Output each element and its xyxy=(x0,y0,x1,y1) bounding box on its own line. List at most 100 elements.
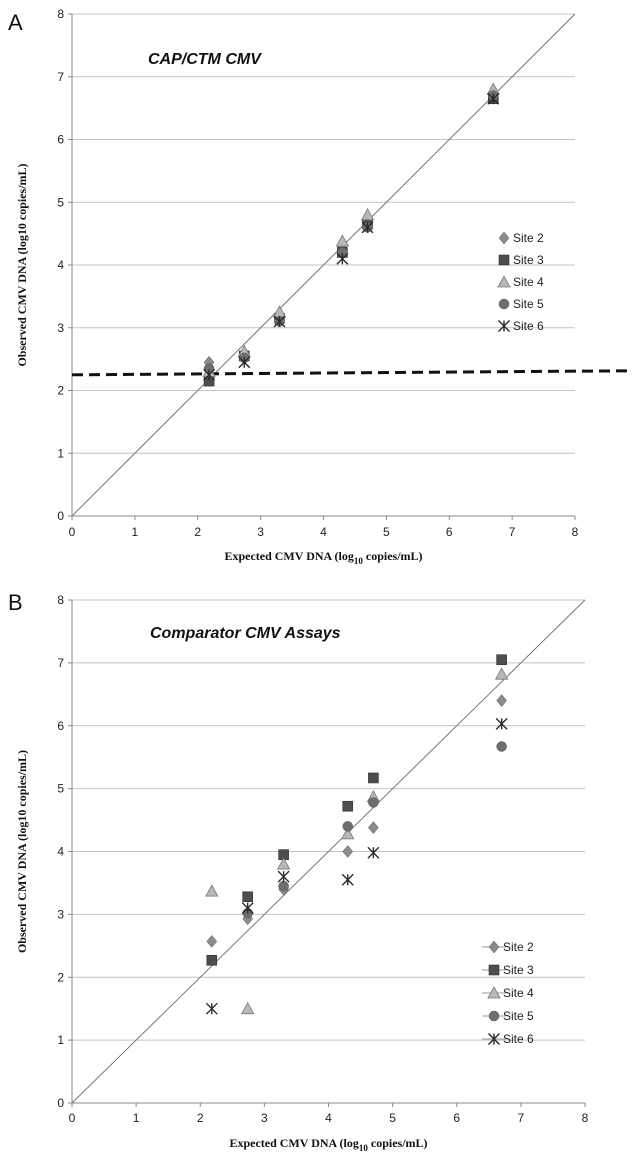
series-site-5 xyxy=(203,90,499,374)
y-tick-label: 5 xyxy=(57,782,64,796)
y-axis-title: Observed CMV DNA (log10 copies/mL) xyxy=(15,163,29,366)
series-site-2 xyxy=(206,694,507,948)
x-axis-title-part: Expected CMV DNA (log xyxy=(224,549,353,563)
x-tick-label: 1 xyxy=(133,1111,140,1125)
x-tick-label: 2 xyxy=(194,525,201,539)
panel-a: A 0 1 2 3 4 5 6 7 8 0 1 2 3 4 5 6 7 8 CAP/CTM CMV Expected C… xyxy=(8,7,629,566)
series-site-4 xyxy=(202,82,500,378)
y-tick-label: 0 xyxy=(57,509,64,523)
legend-marker xyxy=(498,320,510,332)
series-site-5 xyxy=(242,741,507,919)
legend-marker xyxy=(488,1010,500,1022)
data-point xyxy=(368,772,379,784)
data-point xyxy=(205,884,219,897)
x-tick-label: 6 xyxy=(453,1111,460,1125)
legend-marker xyxy=(497,275,511,288)
identity-line xyxy=(71,599,586,1104)
y-tick-label: 4 xyxy=(57,258,64,272)
data-point xyxy=(487,92,500,105)
data-point xyxy=(342,821,353,832)
data-point xyxy=(496,741,507,752)
legend-label: Site 6 xyxy=(513,319,544,333)
chart-title: Comparator CMV Assays xyxy=(150,625,341,642)
x-tick-label: 0 xyxy=(69,1111,76,1125)
data-point xyxy=(342,845,354,858)
data-point xyxy=(341,827,355,840)
legend-marker xyxy=(488,940,500,954)
x-tick-label: 2 xyxy=(197,1111,204,1125)
x-tick-label: 6 xyxy=(446,525,453,539)
legend-label: Site 2 xyxy=(513,231,544,245)
legend-marker xyxy=(488,1033,500,1045)
data-point xyxy=(496,654,507,666)
series-site-6 xyxy=(205,717,508,1015)
panel-letter: A xyxy=(8,10,23,35)
x-tick-label: 1 xyxy=(132,525,139,539)
y-tick-label: 5 xyxy=(57,195,64,209)
x-tick-label: 5 xyxy=(383,525,390,539)
data-point xyxy=(335,234,350,247)
data-point xyxy=(241,902,254,915)
data-point xyxy=(496,694,507,707)
y-tick-label: 8 xyxy=(57,593,64,607)
x-axis-title-subscript: 10 xyxy=(359,1143,369,1153)
x-tick-label: 0 xyxy=(69,525,76,539)
panel-b: B 0 1 2 3 4 5 6 7 8 0 1 2 3 4 5 6 7 8 Comparator CMV Assays… xyxy=(8,590,589,1153)
series-site-3 xyxy=(206,654,507,966)
data-point xyxy=(276,857,291,870)
series-site-3 xyxy=(203,93,499,387)
x-tick-label: 8 xyxy=(572,525,579,539)
data-point xyxy=(277,870,290,883)
y-tick-label: 0 xyxy=(57,1096,64,1110)
legend-label: Site 3 xyxy=(513,253,544,267)
y-tick-label: 2 xyxy=(57,970,64,984)
y-tick-label: 7 xyxy=(57,656,64,670)
x-axis-title-part: Expected CMV DNA (log xyxy=(229,1136,358,1150)
data-point xyxy=(241,1001,255,1015)
data-point xyxy=(273,315,286,328)
data-point xyxy=(336,252,349,265)
legend-marker xyxy=(498,231,510,245)
x-tick-label: 8 xyxy=(582,1111,589,1125)
data-point xyxy=(272,305,287,318)
x-tick-label: 4 xyxy=(325,1111,332,1125)
data-point xyxy=(238,356,251,369)
data-point xyxy=(361,221,374,234)
data-point xyxy=(494,667,509,680)
x-axis-title-part: copies/mL) xyxy=(368,1136,428,1150)
y-tick-label: 6 xyxy=(57,133,64,147)
legend: Site 2 Site 3 Site 4 Site 5 Site 6 xyxy=(497,231,544,333)
legend-marker xyxy=(498,298,510,310)
legend-label: Site 4 xyxy=(513,275,544,289)
legend-marker xyxy=(488,964,500,976)
y-axis-title: Observed CMV DNA (log10 copies/mL) xyxy=(15,750,29,953)
data-point xyxy=(278,880,289,892)
chart-title: CAP/CTM CMV xyxy=(148,51,262,68)
x-tick-label: 7 xyxy=(518,1111,525,1125)
y-tick-label: 4 xyxy=(57,845,64,859)
series-site-2 xyxy=(203,86,499,369)
legend-label: Site 6 xyxy=(503,1032,534,1046)
y-tick-label: 1 xyxy=(57,446,64,460)
y-tick-label: 3 xyxy=(57,321,64,335)
series-site-6 xyxy=(203,92,500,381)
data-point xyxy=(360,207,375,221)
x-tick-label: 5 xyxy=(389,1111,396,1125)
x-axis-title-part: copies/mL) xyxy=(363,549,423,563)
y-tick-label: 7 xyxy=(57,70,64,84)
x-tick-label: 7 xyxy=(509,525,516,539)
data-point xyxy=(242,891,254,903)
x-tick-label: 4 xyxy=(320,525,327,539)
legend-label: Site 5 xyxy=(513,297,544,311)
data-point xyxy=(367,846,380,859)
data-point xyxy=(368,821,379,834)
data-point xyxy=(495,717,508,730)
legend-label: Site 3 xyxy=(503,963,534,977)
data-point xyxy=(368,797,379,808)
legend: Site 2 Site 3 Site 4 Site 5 Site 6 xyxy=(482,940,534,1046)
y-tick-label: 1 xyxy=(57,1033,64,1047)
x-axis-title-subscript: 10 xyxy=(354,556,364,566)
data-point xyxy=(205,1002,218,1015)
legend-label: Site 2 xyxy=(503,940,534,954)
